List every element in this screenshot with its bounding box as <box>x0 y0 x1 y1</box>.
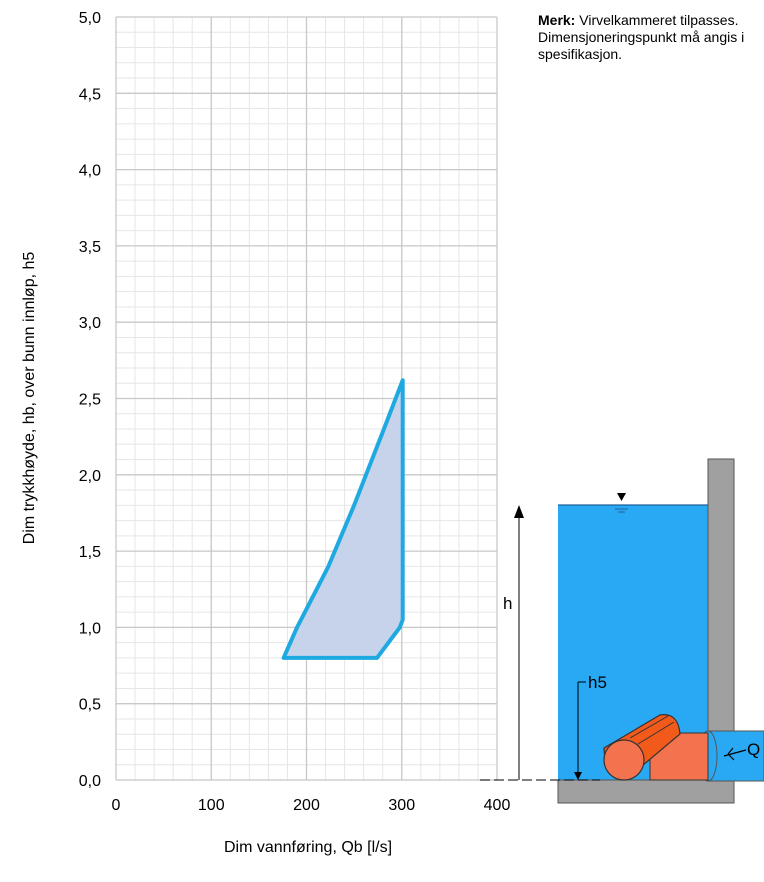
y-axis-title: Dim trykkhøyde, hb, over bunn innløp, h5 <box>21 252 38 545</box>
chamber-inlet <box>603 739 645 781</box>
flow-label-q: Q <box>747 740 760 759</box>
major-gridlines <box>115 16 498 781</box>
h5-arrow-icon <box>574 772 582 780</box>
y-tick-labels: 0,0 0,5 1,0 1,5 2,0 2,5 3,0 3,5 4,0 4,5 5,0 <box>79 10 101 790</box>
installation-diagram: Q h h5 <box>480 458 764 804</box>
y-tick-label: 4,0 <box>79 163 101 180</box>
h5-label: h5 <box>588 673 607 692</box>
h-label: h <box>503 594 512 613</box>
x-tick-label: 100 <box>198 797 225 814</box>
flow-arrow-icon <box>727 747 735 761</box>
x-tick-label: 400 <box>484 797 511 814</box>
note-text: Virvelkammeret tilpasses. Dimensjonering… <box>538 12 745 62</box>
water-level-marker-icon <box>617 493 626 501</box>
wall <box>707 458 735 732</box>
x-tick-label: 200 <box>293 797 320 814</box>
y-tick-label: 0,0 <box>79 773 101 790</box>
chamber-ridge <box>629 715 675 745</box>
y-tick-label: 0,5 <box>79 697 101 714</box>
x-tick-label: 300 <box>388 797 415 814</box>
x-axis-title: Dim vannføring, Qb [l/s] <box>224 839 392 856</box>
y-tick-label: 3,0 <box>79 315 101 332</box>
h-arrow-icon <box>514 505 524 518</box>
y-tick-label: 1,0 <box>79 620 101 637</box>
y-tick-label: 5,0 <box>79 10 101 27</box>
y-tick-label: 4,5 <box>79 86 101 103</box>
plot-area <box>281 378 405 660</box>
floor <box>557 779 735 804</box>
note-label: Merk: <box>538 12 576 28</box>
y-tick-label: 2,0 <box>79 468 101 485</box>
operating-area <box>281 378 405 660</box>
y-tick-label: 1,5 <box>79 544 101 561</box>
y-tick-label: 2,5 <box>79 392 101 409</box>
note: Merk: Virvelkammeret tilpasses. Dimensjo… <box>538 12 760 63</box>
x-tick-labels: 0 100 200 300 400 <box>112 797 511 814</box>
x-tick-label: 0 <box>112 797 121 814</box>
y-tick-label: 3,5 <box>79 239 101 256</box>
flow-arrow-line <box>723 749 747 757</box>
